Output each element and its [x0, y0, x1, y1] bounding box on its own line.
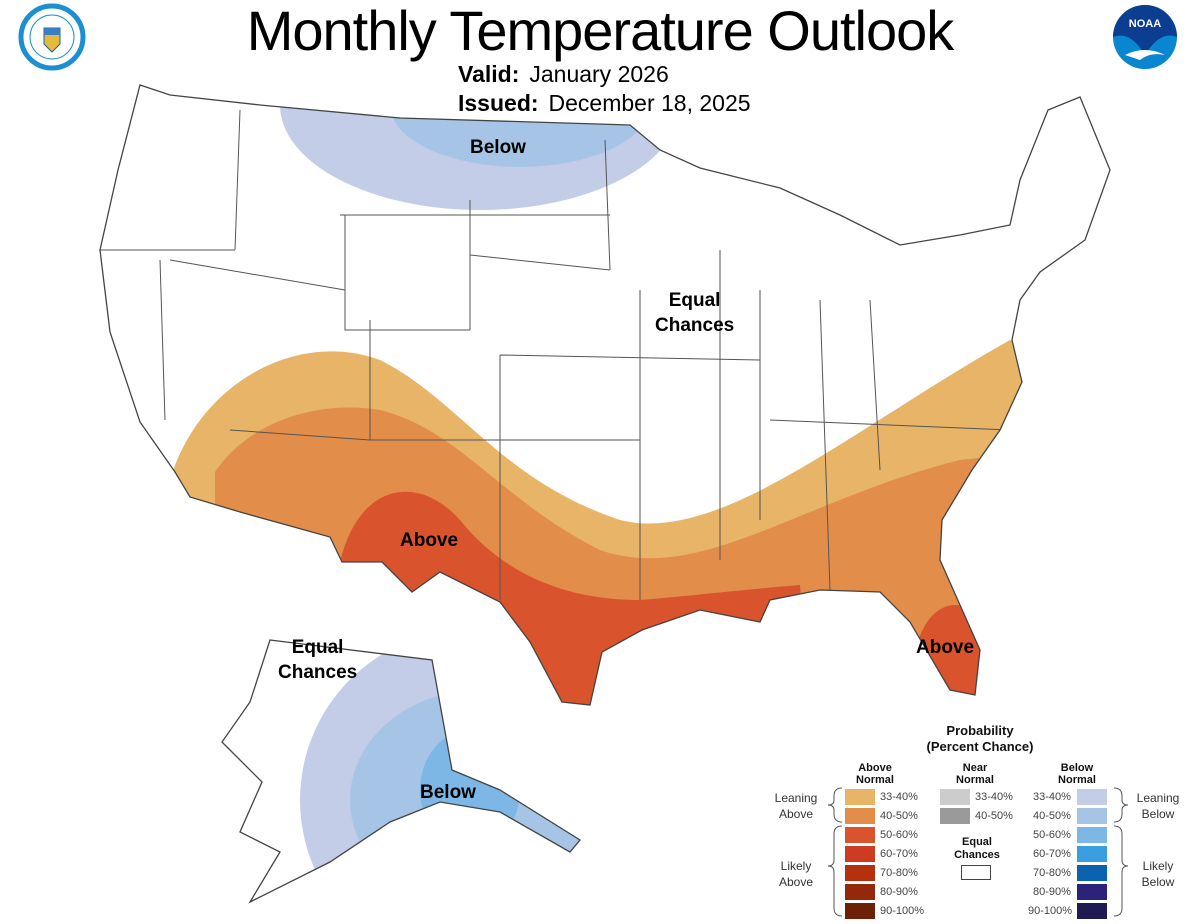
near-range: 33-40% [975, 791, 1013, 803]
above-swatch [845, 808, 875, 824]
above-header-1: Above [858, 762, 892, 774]
likely-below-2: Below [1141, 875, 1175, 889]
equal-chances-swatch [961, 865, 991, 880]
near-header-2: Normal [956, 774, 994, 786]
issued-label: Issued: [458, 90, 539, 116]
likely-below-label: Likely Below [1128, 858, 1188, 890]
commerce-seal-logo [18, 3, 86, 71]
below-range: 40-50% [1033, 810, 1071, 822]
equal-1: Equal [962, 836, 992, 848]
below-header-2: Normal [1058, 774, 1096, 786]
valid-line: Valid: January 2026 [458, 61, 669, 88]
likely-below-1: Likely [1142, 859, 1174, 873]
above-header: Above Normal [840, 762, 910, 786]
below-header: Below Normal [1042, 762, 1112, 786]
valid-label: Valid: [458, 61, 520, 87]
equal-chances-label: Equal Chances [940, 836, 1014, 862]
above-range: 40-50% [880, 810, 918, 822]
below-range: 33-40% [1033, 791, 1071, 803]
below-swatch [1077, 884, 1107, 900]
below-range: 50-60% [1033, 829, 1071, 841]
below-swatch [1077, 903, 1107, 919]
above-header-2: Normal [856, 774, 894, 786]
below-swatch [1077, 808, 1107, 824]
label-alaska-below: Below [420, 782, 476, 803]
label-alaska-equal-chances: Equal Chances [278, 635, 357, 685]
leaning-above-label: Leaning Above [766, 790, 826, 822]
state-lines [100, 109, 1011, 600]
leaning-below-1: Leaning [1136, 791, 1180, 805]
label-north-below: Below [470, 137, 526, 158]
label-southwest-above: Above [400, 530, 459, 551]
issued-line: Issued: December 18, 2025 [458, 90, 751, 117]
above-swatch [845, 827, 875, 843]
label-alaska-equal: Equal [291, 637, 344, 658]
near-swatch [940, 789, 970, 805]
above-swatch [845, 884, 875, 900]
leaning-above-1: Leaning [774, 791, 818, 805]
leaning-below-2: Below [1141, 807, 1175, 821]
below-range: 70-80% [1033, 867, 1071, 879]
equal-2: Chances [954, 849, 1000, 861]
valid-value: January 2026 [529, 61, 669, 87]
label-chances: Chances [655, 315, 735, 336]
above-range: 70-80% [880, 867, 918, 879]
legend-title-2: (Percent Chance) [926, 739, 1034, 754]
noaa-logo-text: NOAA [1129, 18, 1161, 30]
label-equal-chances: Equal Chances [655, 288, 734, 338]
above-swatch [845, 846, 875, 862]
above-range: 60-70% [880, 848, 918, 860]
near-header: Near Normal [940, 762, 1010, 786]
label-equal: Equal [668, 290, 721, 311]
leaning-above-2: Above [778, 807, 814, 821]
below-swatch [1077, 865, 1107, 881]
leaning-below-label: Leaning Below [1128, 790, 1188, 822]
near-range: 40-50% [975, 810, 1013, 822]
legend-title: Probability (Percent Chance) [880, 723, 1080, 755]
below-header-1: Below [1060, 762, 1094, 774]
label-florida-above: Above [916, 637, 975, 658]
issued-value: December 18, 2025 [548, 90, 751, 116]
likely-above-2: Above [778, 875, 814, 889]
likely-above-1: Likely [780, 859, 812, 873]
above-swatch [845, 903, 875, 919]
legend-title-1: Probability [946, 723, 1014, 738]
below-range: 80-90% [1033, 886, 1071, 898]
above-range: 50-60% [880, 829, 918, 841]
above-swatch [845, 789, 875, 805]
below-range: 90-100% [1028, 905, 1073, 917]
above-range: 80-90% [880, 886, 918, 898]
near-header-1: Near [962, 762, 988, 774]
below-swatch [1077, 789, 1107, 805]
below-range: 60-70% [1033, 848, 1071, 860]
above-range: 33-40% [880, 791, 918, 803]
below-swatch [1077, 827, 1107, 843]
below-swatch [1077, 846, 1107, 862]
above-swatch [845, 865, 875, 881]
above-range: 90-100% [880, 905, 925, 917]
label-alaska-chances: Chances [278, 662, 358, 683]
noaa-logo: NOAA [1113, 5, 1177, 69]
near-swatch [940, 808, 970, 824]
page-title: Monthly Temperature Outlook [246, 0, 955, 62]
likely-above-label: Likely Above [766, 858, 826, 890]
